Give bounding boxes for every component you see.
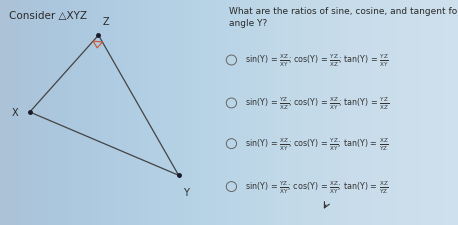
Text: sin(Y) = $\mathregular{\frac{YZ}{XY}}$; cos(Y) = $\mathregular{\frac{XZ}{XY}}$; : sin(Y) = $\mathregular{\frac{YZ}{XY}}$; … [245, 179, 389, 195]
Text: What are the ratios of sine, cosine, and tangent for
angle Y?: What are the ratios of sine, cosine, and… [229, 7, 458, 28]
Text: sin(Y) = $\mathregular{\frac{XZ}{XY}}$; cos(Y) = $\mathregular{\frac{YZ}{XY}}$; : sin(Y) = $\mathregular{\frac{XZ}{XY}}$; … [245, 136, 389, 152]
Text: sin(Y) = $\mathregular{\frac{YZ}{XZ}}$; cos(Y) = $\mathregular{\frac{XZ}{XY}}$; : sin(Y) = $\mathregular{\frac{YZ}{XZ}}$; … [245, 95, 390, 112]
Text: Consider △XYZ: Consider △XYZ [9, 11, 87, 21]
Text: X: X [12, 108, 18, 117]
Text: Z: Z [103, 17, 109, 27]
Text: sin(Y) = $\mathregular{\frac{XZ}{XY}}$; cos(Y) = $\mathregular{\frac{YZ}{XZ}}$; : sin(Y) = $\mathregular{\frac{XZ}{XY}}$; … [245, 53, 389, 69]
Text: Y: Y [183, 187, 189, 197]
